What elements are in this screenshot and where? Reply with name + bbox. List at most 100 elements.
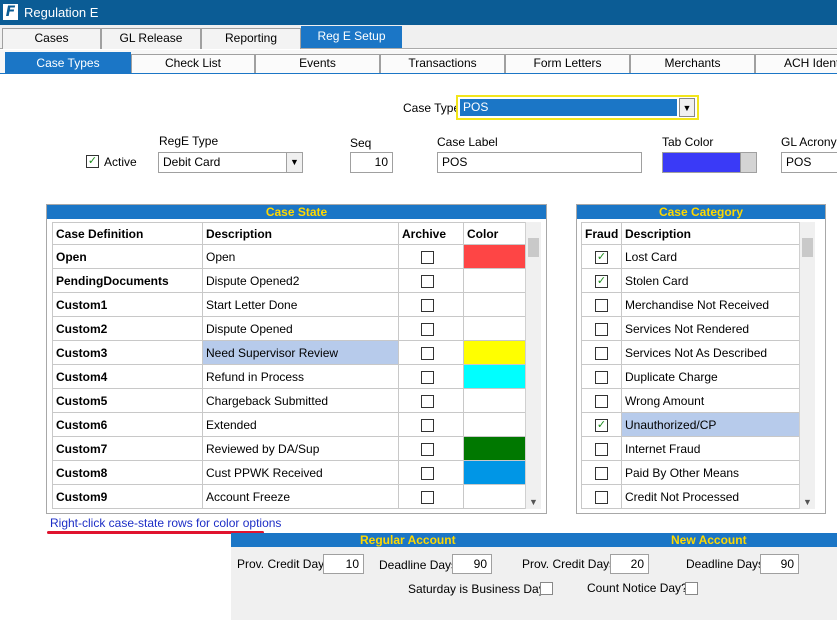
tab-form-letters[interactable]: Form Letters: [505, 54, 630, 73]
table-row[interactable]: Custom8 Cust PPWK Received: [52, 460, 526, 485]
description-cell[interactable]: Extended: [202, 412, 399, 437]
category-description-cell[interactable]: Internet Fraud: [621, 436, 801, 461]
chevron-down-icon[interactable]: ▼: [286, 153, 302, 172]
archive-checkbox[interactable]: [420, 442, 434, 456]
table-row[interactable]: Custom3 Need Supervisor Review: [52, 340, 526, 365]
fraud-cell[interactable]: [581, 484, 622, 509]
case-definition-cell[interactable]: Custom6: [52, 412, 203, 437]
case-definition-cell[interactable]: Custom4: [52, 364, 203, 389]
tab-gl-release[interactable]: GL Release: [101, 28, 201, 49]
fraud-cell[interactable]: ✓: [581, 268, 622, 293]
fraud-cell[interactable]: [581, 364, 622, 389]
table-row[interactable]: Custom4 Refund in Process: [52, 364, 526, 389]
fraud-checkbox[interactable]: ✓: [595, 274, 608, 288]
seq-input[interactable]: 10: [350, 152, 393, 173]
description-cell[interactable]: Reviewed by DA/Sup: [202, 436, 399, 461]
regular-prov-credit-input[interactable]: 10: [323, 554, 364, 574]
fraud-checkbox[interactable]: ✓: [595, 418, 608, 432]
description-cell[interactable]: Start Letter Done: [202, 292, 399, 317]
gl-acronym-input[interactable]: POS: [781, 152, 837, 173]
tab-merchants[interactable]: Merchants: [630, 54, 755, 73]
case-definition-cell[interactable]: Custom5: [52, 388, 203, 413]
scroll-down-arrow-icon[interactable]: ▼: [529, 497, 538, 507]
case-definition-cell[interactable]: Custom7: [52, 436, 203, 461]
col-header-case-definition[interactable]: Case Definition: [52, 222, 203, 245]
case-label-input[interactable]: POS: [437, 152, 642, 173]
new-deadline-input[interactable]: 90: [760, 554, 799, 574]
saturday-business-day-checkbox[interactable]: [540, 582, 553, 595]
fraud-cell[interactable]: [581, 388, 622, 413]
fraud-checkbox[interactable]: [595, 370, 608, 384]
fraud-checkbox[interactable]: [595, 346, 608, 360]
case-definition-cell[interactable]: Custom9: [52, 484, 203, 509]
archive-cell[interactable]: [398, 460, 464, 485]
col-header-archive[interactable]: Archive: [398, 222, 464, 245]
description-cell[interactable]: Open: [202, 244, 399, 269]
regular-deadline-input[interactable]: 90: [452, 554, 492, 574]
table-row[interactable]: PendingDocuments Dispute Opened2: [52, 268, 526, 293]
fraud-checkbox[interactable]: [595, 466, 608, 480]
col-header-fraud[interactable]: Fraud: [581, 222, 622, 245]
scroll-thumb[interactable]: [802, 238, 813, 257]
archive-checkbox[interactable]: [420, 322, 434, 336]
fraud-cell[interactable]: ✓: [581, 412, 622, 437]
fraud-checkbox[interactable]: [595, 394, 608, 408]
archive-cell[interactable]: [398, 484, 464, 509]
table-row[interactable]: Services Not Rendered: [581, 316, 801, 341]
case-definition-cell[interactable]: Custom2: [52, 316, 203, 341]
tab-transactions[interactable]: Transactions: [380, 54, 505, 73]
table-row[interactable]: Custom7 Reviewed by DA/Sup: [52, 436, 526, 461]
count-notice-day-checkbox[interactable]: [685, 582, 698, 595]
archive-cell[interactable]: [398, 292, 464, 317]
table-row[interactable]: Services Not As Described: [581, 340, 801, 365]
color-cell[interactable]: [463, 340, 526, 365]
case-definition-cell[interactable]: Custom3: [52, 340, 203, 365]
fraud-checkbox[interactable]: [595, 490, 608, 504]
table-row[interactable]: ✓ Stolen Card: [581, 268, 801, 293]
archive-checkbox[interactable]: [420, 274, 434, 288]
table-row[interactable]: ✓ Lost Card: [581, 244, 801, 269]
archive-cell[interactable]: [398, 244, 464, 269]
color-cell[interactable]: [463, 484, 526, 509]
color-cell[interactable]: [463, 460, 526, 485]
case-definition-cell[interactable]: Open: [52, 244, 203, 269]
category-description-cell[interactable]: Unauthorized/CP: [621, 412, 801, 437]
fraud-checkbox[interactable]: [595, 298, 608, 312]
color-cell[interactable]: [463, 412, 526, 437]
archive-cell[interactable]: [398, 436, 464, 461]
case-definition-cell[interactable]: PendingDocuments: [52, 268, 203, 293]
tab-events[interactable]: Events: [255, 54, 380, 73]
fraud-cell[interactable]: [581, 340, 622, 365]
color-cell[interactable]: [463, 388, 526, 413]
fraud-checkbox[interactable]: [595, 442, 608, 456]
color-cell[interactable]: [463, 436, 526, 461]
table-row[interactable]: Wrong Amount: [581, 388, 801, 413]
fraud-cell[interactable]: ✓: [581, 244, 622, 269]
table-row[interactable]: Open Open: [52, 244, 526, 269]
active-checkbox[interactable]: ✓: [86, 155, 99, 168]
table-row[interactable]: Merchandise Not Received: [581, 292, 801, 317]
archive-checkbox[interactable]: [420, 490, 434, 504]
category-description-cell[interactable]: Merchandise Not Received: [621, 292, 801, 317]
case-type-dropdown[interactable]: POS ▼: [456, 95, 699, 120]
category-description-cell[interactable]: Credit Not Processed: [621, 484, 801, 509]
table-row[interactable]: Custom1 Start Letter Done: [52, 292, 526, 317]
table-row[interactable]: Custom5 Chargeback Submitted: [52, 388, 526, 413]
description-cell[interactable]: Chargeback Submitted: [202, 388, 399, 413]
category-description-cell[interactable]: Stolen Card: [621, 268, 801, 293]
tab-case-types[interactable]: Case Types: [5, 52, 131, 74]
description-cell[interactable]: Dispute Opened: [202, 316, 399, 341]
color-cell[interactable]: [463, 292, 526, 317]
fraud-cell[interactable]: [581, 292, 622, 317]
tab-check-list[interactable]: Check List: [131, 54, 255, 73]
table-row[interactable]: ✓ Unauthorized/CP: [581, 412, 801, 437]
chevron-down-icon[interactable]: ▼: [679, 98, 695, 117]
archive-checkbox[interactable]: [420, 466, 434, 480]
archive-checkbox[interactable]: [420, 418, 434, 432]
category-description-cell[interactable]: Lost Card: [621, 244, 801, 269]
case-definition-cell[interactable]: Custom8: [52, 460, 203, 485]
archive-cell[interactable]: [398, 340, 464, 365]
description-cell[interactable]: Dispute Opened2: [202, 268, 399, 293]
table-row[interactable]: Custom9 Account Freeze: [52, 484, 526, 509]
table-row[interactable]: Paid By Other Means: [581, 460, 801, 485]
